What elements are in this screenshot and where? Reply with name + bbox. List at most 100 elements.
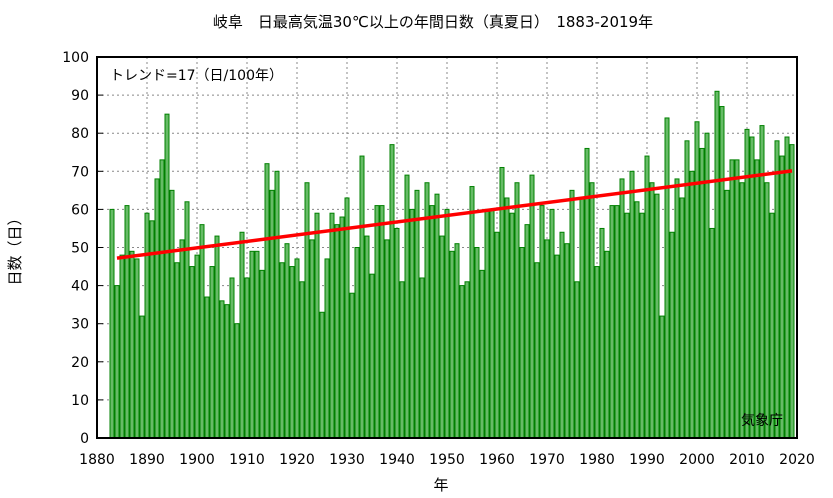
bar-1970 — [544, 239, 550, 439]
bar-1956 — [474, 247, 480, 439]
bar-1962 — [504, 197, 510, 439]
bar-2018 — [784, 136, 790, 439]
bar-1988 — [634, 201, 640, 439]
bar-2008 — [734, 159, 740, 439]
bar-1900 — [194, 254, 200, 439]
x-tick-label: 1970 — [529, 452, 565, 468]
bar-2005 — [719, 106, 725, 439]
y-tick-label: 50 — [71, 241, 89, 257]
y-tick-label: 90 — [71, 88, 89, 104]
bar-1909 — [239, 231, 245, 439]
bar-1997 — [679, 197, 685, 439]
bar-1899 — [189, 266, 195, 439]
source-label: 気象庁 — [741, 413, 783, 429]
bar-1952 — [454, 243, 460, 439]
x-tick-label: 2020 — [779, 452, 815, 468]
bar-1992 — [654, 193, 660, 439]
bar-2007 — [729, 159, 735, 439]
bar-1947 — [429, 205, 435, 439]
bar-1983 — [609, 205, 615, 439]
bar-1973 — [559, 231, 565, 439]
bar-1999 — [689, 170, 695, 439]
bar-2017 — [779, 155, 785, 439]
bar-1905 — [219, 300, 225, 439]
bar-1964 — [514, 182, 520, 439]
bar-1895 — [169, 189, 175, 439]
x-tick-label: 2010 — [729, 452, 765, 468]
bar-1922 — [304, 182, 310, 439]
bar-1984 — [614, 205, 620, 439]
bar-1887 — [129, 250, 135, 439]
bar-2001 — [699, 147, 705, 439]
bar-1958 — [484, 208, 490, 439]
bar-1967 — [529, 174, 535, 439]
y-axis-label: 日数（日） — [6, 210, 24, 285]
bar-1908 — [234, 323, 240, 439]
bar-1971 — [549, 208, 555, 439]
bar-1915 — [269, 189, 275, 439]
bar-1889 — [139, 315, 145, 439]
bar-1954 — [464, 281, 470, 439]
bar-1976 — [574, 281, 580, 439]
bar-1965 — [519, 247, 525, 439]
bar-1884 — [114, 285, 120, 439]
trend-annotation: トレンド=17（日/100年） — [110, 68, 283, 84]
bar-1972 — [554, 254, 560, 439]
y-tick-label: 20 — [71, 355, 89, 371]
bar-2013 — [759, 125, 765, 439]
x-axis-label: 年 — [433, 476, 448, 494]
bar-1897 — [179, 239, 185, 439]
bar-1920 — [294, 258, 300, 439]
x-tick-label: 1940 — [379, 452, 415, 468]
bar-1986 — [624, 212, 630, 439]
bar-1943 — [409, 208, 415, 439]
y-tick-label: 80 — [71, 126, 89, 142]
bar-2012 — [754, 159, 760, 439]
bar-1937 — [379, 205, 385, 439]
y-tick-label: 10 — [71, 393, 89, 409]
bar-1963 — [509, 212, 515, 439]
bar-1938 — [384, 239, 390, 439]
bar-1981 — [599, 227, 605, 439]
bar-1883 — [109, 208, 115, 439]
y-tick-label: 100 — [62, 50, 89, 66]
bar-1904 — [214, 235, 220, 439]
bar-1928 — [334, 224, 340, 439]
bar-1892 — [154, 178, 160, 439]
bar-1990 — [644, 155, 650, 439]
bar-1894 — [164, 113, 170, 439]
bar-1902 — [204, 296, 210, 439]
x-tick-label: 2000 — [679, 452, 715, 468]
bar-1968 — [534, 262, 540, 439]
x-tick-label: 1990 — [629, 452, 665, 468]
bar-1917 — [279, 262, 285, 439]
bar-1930 — [344, 197, 350, 439]
bar-2002 — [704, 132, 710, 439]
bar-1949 — [439, 235, 445, 439]
bar-1926 — [324, 258, 330, 439]
bar-1936 — [374, 205, 380, 439]
x-tick-label: 1880 — [79, 452, 115, 468]
bar-1989 — [639, 212, 645, 439]
bar-1914 — [264, 163, 270, 439]
x-tick-label: 1960 — [479, 452, 515, 468]
bar-1957 — [479, 269, 485, 439]
bar-2011 — [749, 136, 755, 439]
y-tick-label: 60 — [71, 202, 89, 218]
chart-title: 岐阜 日最高気温30℃以上の年間日数（真夏日） 1883-2019年 — [213, 13, 653, 31]
bar-1993 — [659, 315, 665, 439]
y-tick-label: 40 — [71, 279, 89, 295]
bar-2000 — [694, 121, 700, 439]
bar-1939 — [389, 144, 395, 439]
bar-1955 — [469, 186, 475, 439]
bar-1903 — [209, 266, 215, 439]
bar-1944 — [414, 189, 420, 439]
bar-1966 — [524, 224, 530, 439]
bar-1996 — [674, 178, 680, 439]
y-tick-label: 30 — [71, 317, 89, 333]
x-tick-label: 1930 — [329, 452, 365, 468]
x-tick-label: 1910 — [229, 452, 265, 468]
x-tick-label: 1920 — [279, 452, 315, 468]
bar-1906 — [224, 304, 230, 439]
